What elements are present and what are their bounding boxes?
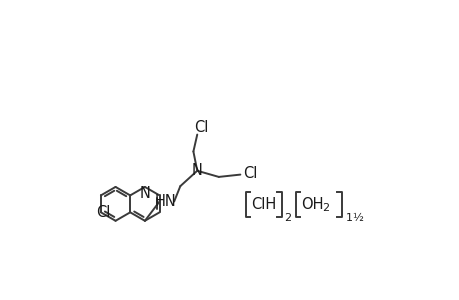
- Text: Cl: Cl: [243, 166, 257, 181]
- Text: ½: ½: [351, 214, 362, 224]
- Text: ClH: ClH: [251, 197, 276, 212]
- Text: Cl: Cl: [194, 120, 208, 135]
- Text: OH: OH: [301, 197, 323, 212]
- Text: 2: 2: [284, 214, 291, 224]
- Text: Cl: Cl: [96, 205, 110, 220]
- Text: 1: 1: [345, 214, 352, 224]
- Text: N: N: [139, 186, 150, 201]
- Text: 2: 2: [322, 203, 329, 214]
- Text: N: N: [191, 163, 202, 178]
- Text: HN: HN: [155, 194, 176, 209]
